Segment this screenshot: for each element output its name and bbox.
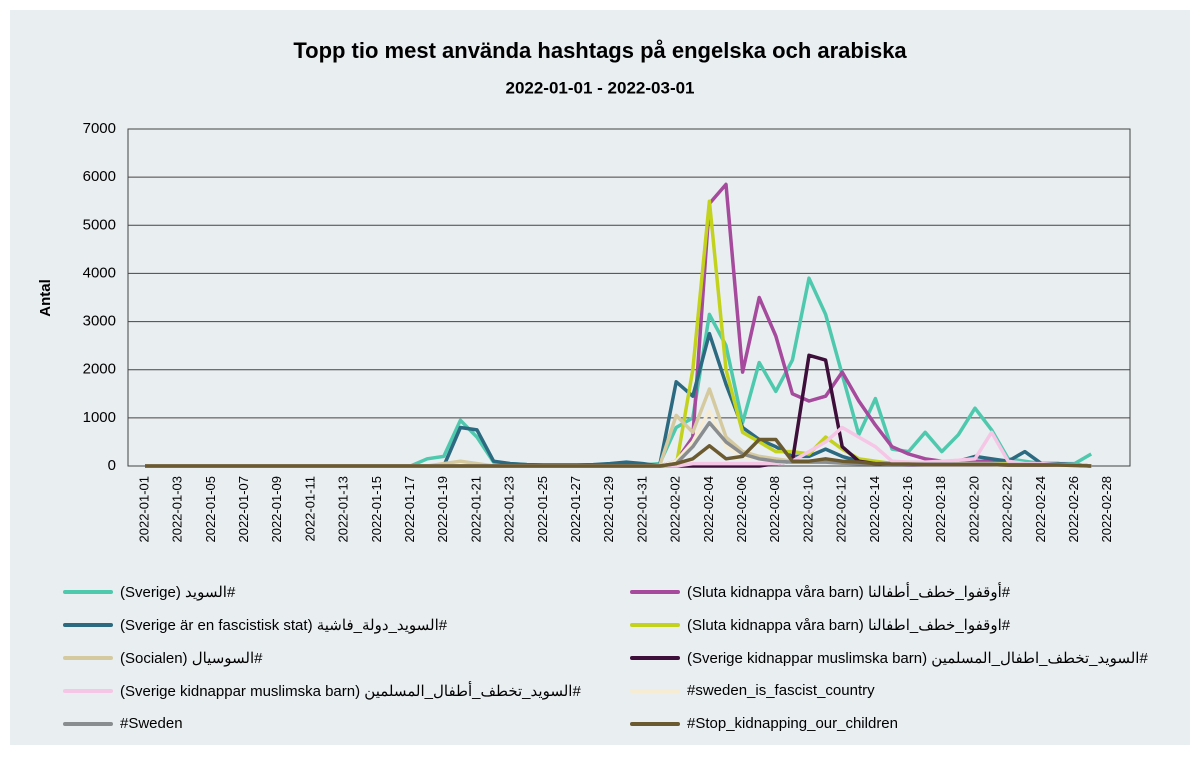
x-tick-label: 2022-02-02 <box>668 476 683 543</box>
x-tick-label: 2022-01-13 <box>336 476 351 543</box>
legend-label: #السوسيال (Socialen) <box>120 650 263 667</box>
x-tick-label: 2022-02-12 <box>834 476 849 543</box>
x-tick-label: 2022-02-04 <box>701 476 716 543</box>
x-tick-label: 2022-02-22 <box>1000 476 1015 543</box>
x-tick-label: 2022-01-09 <box>269 476 284 543</box>
legend-label: #السويد_دولة_فاشية (Sverige är en fascis… <box>120 617 448 634</box>
series-line <box>145 182 1092 468</box>
legend-item: #السوسيال (Socialen) <box>63 649 262 667</box>
y-tick-label: 7000 <box>83 120 116 137</box>
legend-swatch <box>63 590 113 594</box>
series-line <box>145 353 1092 468</box>
legend-item: #أوقفوا_خطف_أطفالنا (Sluta kidnappa våra… <box>630 583 1010 601</box>
legend-swatch <box>630 721 680 726</box>
x-tick-label: 2022-01-11 <box>302 476 317 542</box>
x-tick-label: 2022-02-08 <box>767 476 782 543</box>
chart-title: Topp tio mest använda hashtags på engels… <box>293 38 907 63</box>
x-tick-label: 2022-01-03 <box>170 476 185 543</box>
x-tick-label: 2022-01-29 <box>601 476 616 543</box>
x-tick-label: 2022-01-15 <box>369 476 384 543</box>
y-tick-label: 4000 <box>83 264 116 281</box>
legend-swatch <box>630 590 680 594</box>
legend-item: #Sweden <box>63 715 183 732</box>
y-axis-label: Antal <box>37 279 54 317</box>
legend-label: #السويد_تخطف_اطفال_المسلمين (Sverige kid… <box>687 650 1148 667</box>
x-tick-label: 2022-01-07 <box>236 476 251 543</box>
x-tick-label: 2022-01-19 <box>435 476 450 543</box>
legend-swatch <box>63 656 113 660</box>
legend-label: #اوقفوا_خطف_اطفالنا (Sluta kidnappa våra… <box>687 617 1011 634</box>
y-tick-label: 5000 <box>83 216 116 233</box>
legend-swatch <box>630 688 680 693</box>
legend-label: #sweden_is_fascist_country <box>687 682 875 699</box>
legend-item: #اوقفوا_خطف_اطفالنا (Sluta kidnappa våra… <box>630 616 1010 634</box>
legend-item: #السويد_دولة_فاشية (Sverige är en fascis… <box>63 616 447 634</box>
x-tick-label: 2022-01-25 <box>535 476 550 543</box>
legend-item: #السويد_تخطف_أطفال_المسلمين (Sverige kid… <box>63 682 581 700</box>
series-line <box>145 387 1092 468</box>
y-tick-label: 6000 <box>83 168 116 185</box>
x-tick-label: 2022-02-28 <box>1099 476 1114 543</box>
y-tick-label: 3000 <box>83 313 116 330</box>
x-tick-label: 2022-02-26 <box>1066 476 1081 543</box>
legend-label: #أوقفوا_خطف_أطفالنا (Sluta kidnappa våra… <box>687 584 1011 601</box>
legend-swatch <box>63 689 113 693</box>
chart-subtitle: 2022-01-01 - 2022-03-01 <box>505 78 694 97</box>
chart-panel <box>10 10 1190 745</box>
legend-swatch <box>63 623 113 627</box>
x-tick-label: 2022-02-18 <box>933 476 948 543</box>
x-tick-label: 2022-02-14 <box>867 476 882 543</box>
legend-item: #sweden_is_fascist_country <box>630 682 875 699</box>
x-tick-label: 2022-02-16 <box>900 476 915 543</box>
x-tick-label: 2022-01-17 <box>402 476 417 543</box>
x-tick-label: 2022-01-31 <box>634 476 649 543</box>
legend-label: #Stop_kidnapping_our_children <box>687 715 898 732</box>
legend-swatch <box>630 656 680 660</box>
x-tick-label: 2022-01-23 <box>502 476 517 543</box>
legend-item: #السويد (Sverige) <box>63 583 235 601</box>
legend-label: #السويد_تخطف_أطفال_المسلمين (Sverige kid… <box>120 683 581 700</box>
series-line <box>145 199 1092 468</box>
x-tick-label: 2022-01-27 <box>568 476 583 543</box>
y-tick-label: 1000 <box>83 409 116 426</box>
series-line <box>145 437 1092 468</box>
legend-swatch <box>63 721 113 726</box>
legend-label: #السويد (Sverige) <box>120 584 236 601</box>
y-tick-label: 2000 <box>83 361 116 378</box>
series-line <box>145 425 1092 468</box>
x-tick-label: 2022-01-05 <box>203 476 218 543</box>
x-tick-label: 2022-01-21 <box>468 476 483 543</box>
series-line <box>145 408 1092 468</box>
x-tick-label: 2022-02-24 <box>1033 476 1048 543</box>
x-tick-label: 2022-01-01 <box>136 476 151 543</box>
legend-swatch <box>630 623 680 627</box>
x-tick-label: 2022-02-10 <box>800 476 815 543</box>
x-tick-label: 2022-02-06 <box>734 476 749 543</box>
x-tick-label: 2022-02-20 <box>966 476 981 543</box>
legend-label: #Sweden <box>120 715 183 732</box>
legend-item: #Stop_kidnapping_our_children <box>630 715 898 732</box>
y-tick-label: 0 <box>108 457 116 474</box>
legend-item: #السويد_تخطف_اطفال_المسلمين (Sverige kid… <box>630 649 1148 667</box>
series-line <box>145 276 1093 468</box>
